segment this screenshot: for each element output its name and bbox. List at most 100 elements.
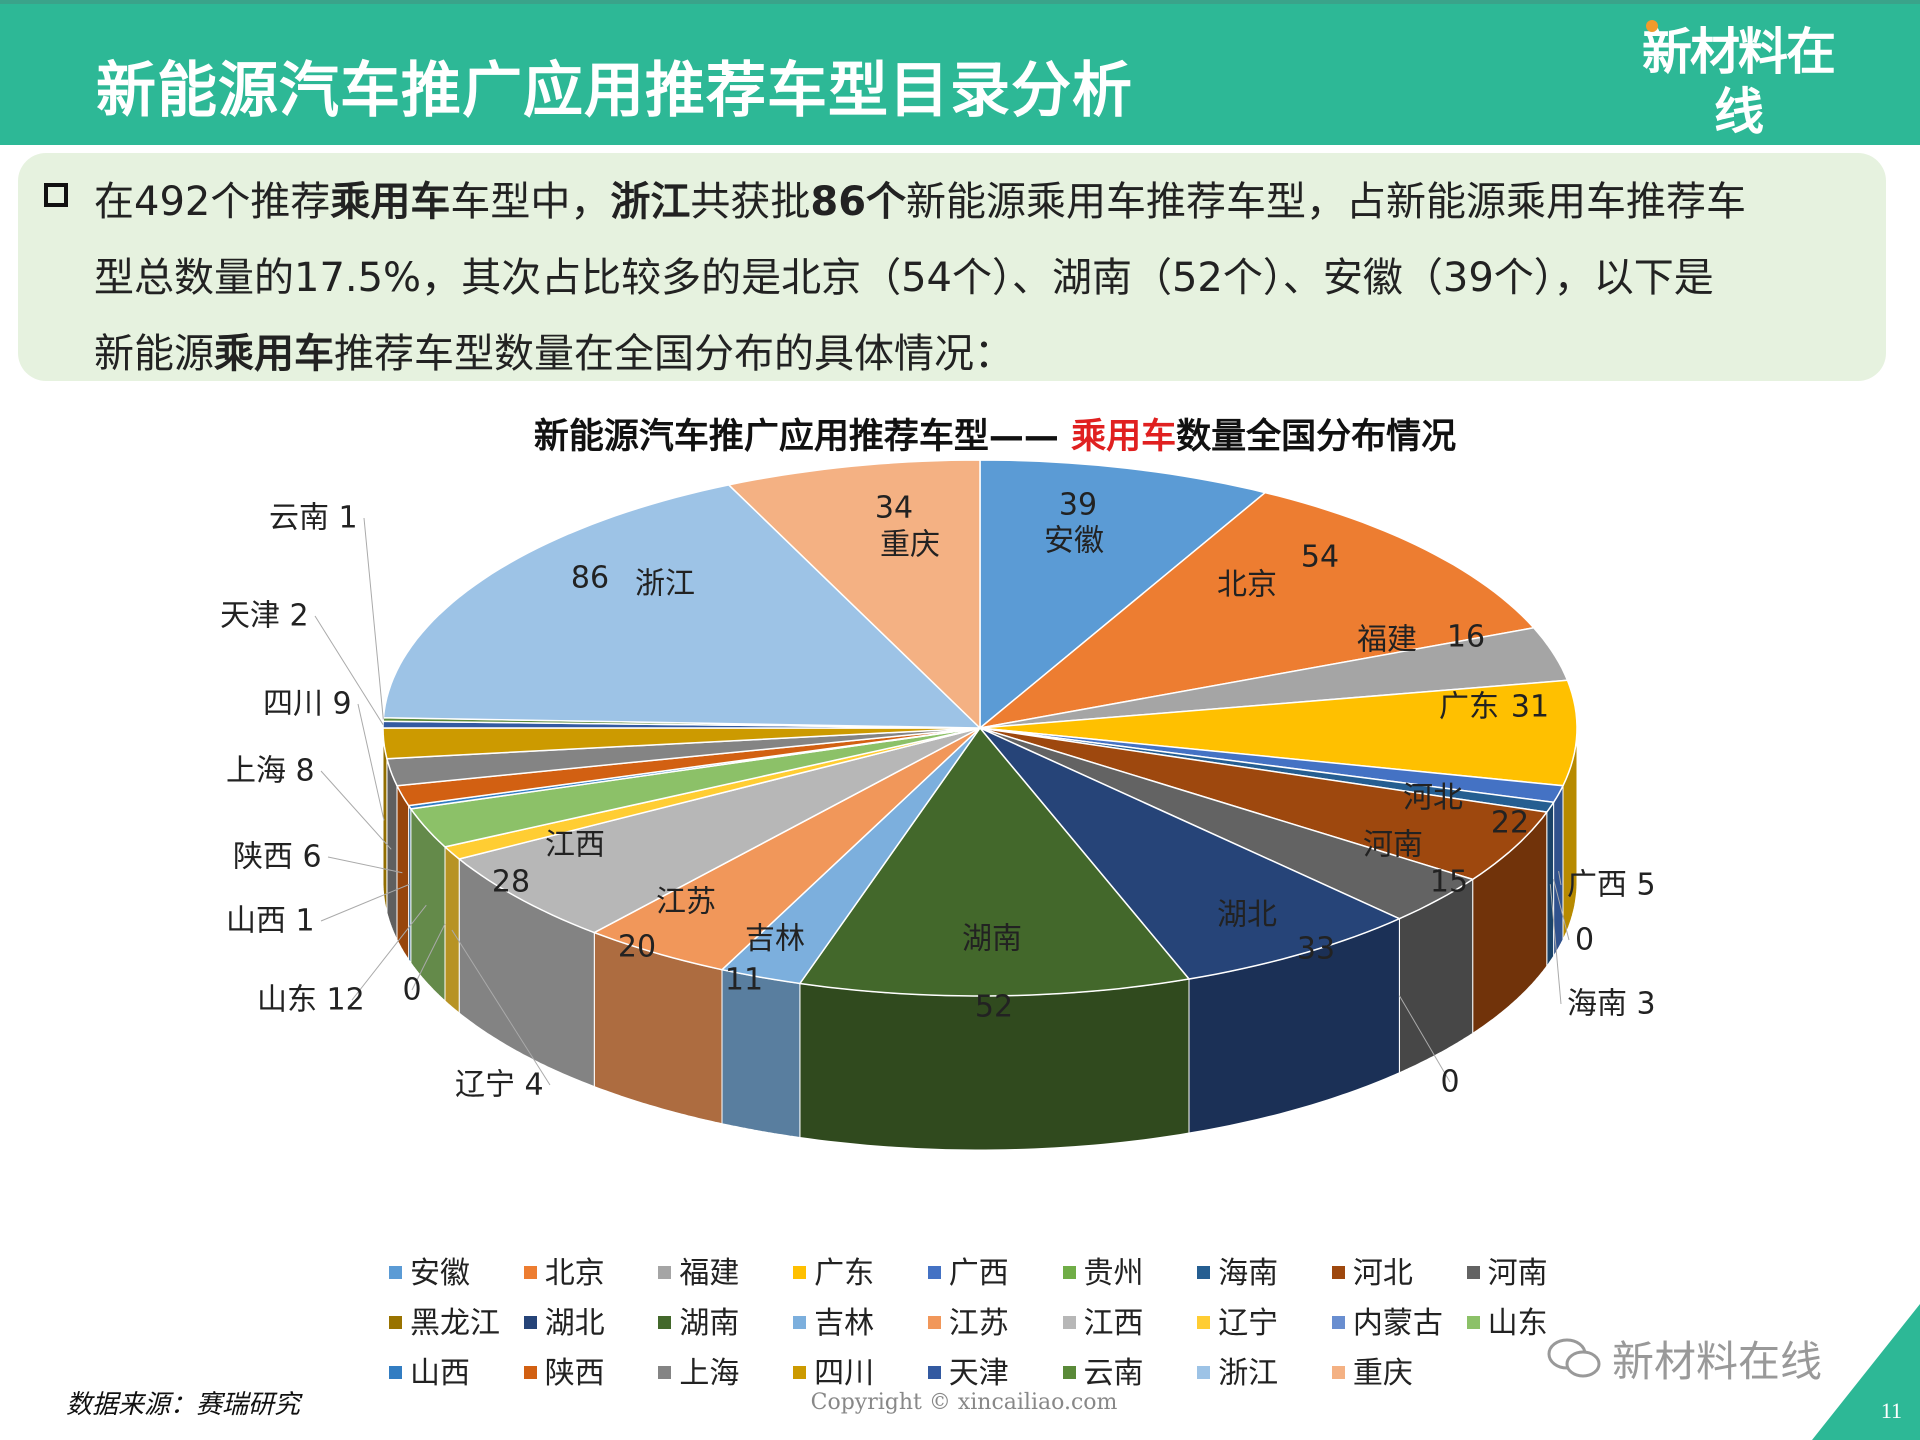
legend-swatch <box>1466 1266 1480 1279</box>
pie-side-广西 <box>1553 785 1564 958</box>
legend-swatch <box>1331 1316 1345 1329</box>
legend-item-山西: 山西 <box>389 1348 470 1392</box>
leader-line <box>1553 879 1570 941</box>
pie-slice-安徽 <box>979 459 1267 730</box>
pie-slice-福建 <box>979 626 1569 729</box>
wechat-account: 新材料在线 <box>1612 1337 1823 1386</box>
pie-side-上海 <box>386 758 398 940</box>
leader-line <box>451 929 551 1086</box>
legend-item-内蒙古: 内蒙古 <box>1331 1298 1443 1342</box>
legend-label: 黑龙江 <box>410 1306 500 1341</box>
legend-item-吉林: 吉林 <box>793 1298 874 1342</box>
data-label: 海南 3 <box>1567 987 1656 1022</box>
legend-label: 江西 <box>1083 1306 1144 1341</box>
data-label-name: 江西 <box>545 828 605 863</box>
data-label: 四川 9 <box>263 687 352 722</box>
data-label: 0 <box>1575 923 1594 958</box>
legend-label: 云南 <box>1083 1356 1144 1391</box>
legend-label: 重庆 <box>1352 1356 1413 1391</box>
legend-label: 福建 <box>679 1256 740 1291</box>
data-label-value: 34 <box>875 491 913 526</box>
data-label-name: 江苏 <box>656 885 716 920</box>
leader-line <box>1399 995 1451 1083</box>
legend-swatch <box>389 1366 402 1379</box>
pie-slice-北京 <box>977 491 1536 730</box>
data-label-value: 22 <box>1491 806 1529 841</box>
pie-sides <box>382 728 1578 1151</box>
legend-swatch <box>523 1316 537 1329</box>
pie-slice-广东 <box>979 679 1578 787</box>
pie-slice-江苏 <box>592 727 981 971</box>
legend-label: 江苏 <box>948 1306 1009 1341</box>
pie-slice-上海 <box>385 727 981 787</box>
leader-lines <box>314 517 1570 1086</box>
data-label-name: 河南 <box>1363 828 1423 863</box>
data-label-name: 广东 <box>1439 690 1499 725</box>
leader-line <box>320 770 392 850</box>
text-bold: 乘用车 <box>214 331 334 377</box>
pie-slice-山东 <box>409 727 981 848</box>
legend-label: 浙江 <box>1218 1356 1279 1391</box>
legend-item-山东: 山东 <box>1466 1298 1548 1342</box>
legend-swatch <box>1466 1316 1480 1329</box>
legend-item-湖北: 湖北 <box>523 1298 605 1342</box>
summary-line-2: 型总数量的17.5%，其次占比较多的是北京（54个）、湖南（52个）、安徽（39… <box>94 255 1714 301</box>
square-bullet-icon <box>44 183 68 207</box>
data-label-value: 28 <box>492 865 530 900</box>
data-label-name: 福建 <box>1357 623 1417 658</box>
data-label-value: 20 <box>618 930 656 965</box>
data-label: 天津 2 <box>220 599 309 634</box>
data-label-value: 86 <box>571 561 609 596</box>
summary-box: 在492个推荐乘用车车型中，浙江共获批86个新能源乘用车推荐车型，占新能源乘用车… <box>18 153 1886 381</box>
legend-label: 海南 <box>1218 1256 1279 1291</box>
legend-item-江苏: 江苏 <box>927 1298 1009 1342</box>
legend-label: 山东 <box>1487 1306 1548 1341</box>
data-label-name: 北京 <box>1217 568 1277 603</box>
leader-line <box>327 856 403 874</box>
data-label-value: 11 <box>725 963 763 998</box>
pie-slice-河北 <box>979 727 1549 881</box>
legend-label: 四川 <box>814 1356 875 1391</box>
legend-label: 陕西 <box>544 1356 605 1391</box>
legend-swatch <box>658 1266 672 1279</box>
legend-swatch <box>1062 1316 1076 1329</box>
legend-swatch <box>1062 1266 1076 1279</box>
pie-side-陕西 <box>396 783 410 962</box>
summary-line-3: 新能源乘用车推荐车型数量在全国分布的具体情况： <box>94 321 1014 379</box>
data-label: 广西 5 <box>1567 868 1656 903</box>
pie-slice-江西 <box>457 727 981 934</box>
leader-line <box>363 517 384 720</box>
text: 在492个推荐 <box>94 179 331 225</box>
legend-item-云南: 云南 <box>1062 1348 1144 1392</box>
leader-line <box>320 883 410 922</box>
corner-triangle <box>1812 1304 1920 1440</box>
legend-swatch <box>927 1366 941 1379</box>
legend-item-辽宁: 辽宁 <box>1197 1298 1278 1342</box>
legend-label: 河南 <box>1487 1256 1548 1291</box>
pie-slice-重庆 <box>727 459 981 730</box>
text: 新能源乘用车推荐车型，占新能源乘用车推荐车 <box>906 179 1747 225</box>
leader-line <box>1549 884 1562 1005</box>
chart-title-suffix: 数量全国分布情况 <box>1176 417 1457 457</box>
legend-item-河南: 河南 <box>1466 1248 1548 1292</box>
page-title: 新能源汽车推广应用推荐车型目录分析 <box>96 56 1133 126</box>
logo-text-cn: 新材料在线 <box>1642 23 1836 141</box>
legend-item-浙江: 浙江 <box>1197 1348 1278 1392</box>
legend-swatch <box>793 1366 807 1379</box>
leader-line <box>351 904 427 1001</box>
legend-item-河北: 河北 <box>1331 1248 1413 1292</box>
chart-title: 新能源汽车推广应用推荐车型—— 乘用车数量全国分布情况 <box>0 408 1920 459</box>
data-label-value: 31 <box>1511 690 1549 725</box>
legend-label: 天津 <box>948 1356 1009 1391</box>
data-label: 山东 12 <box>257 983 365 1018</box>
header-bar: 新能源汽车推广应用推荐车型目录分析 新材料在线 xincailiao.com <box>0 0 1920 172</box>
legend-item-天津: 天津 <box>927 1348 1009 1392</box>
data-label-value: 16 <box>1447 620 1485 655</box>
pie-slice-湖北 <box>979 727 1402 980</box>
legend-swatch <box>1197 1316 1211 1329</box>
legend-swatch <box>389 1266 402 1279</box>
data-label: 0 <box>402 973 421 1008</box>
data-label-name: 湖北 <box>1217 898 1277 933</box>
legend-item-安徽: 安徽 <box>389 1248 470 1292</box>
text-bold: 乘用车 <box>330 179 451 225</box>
